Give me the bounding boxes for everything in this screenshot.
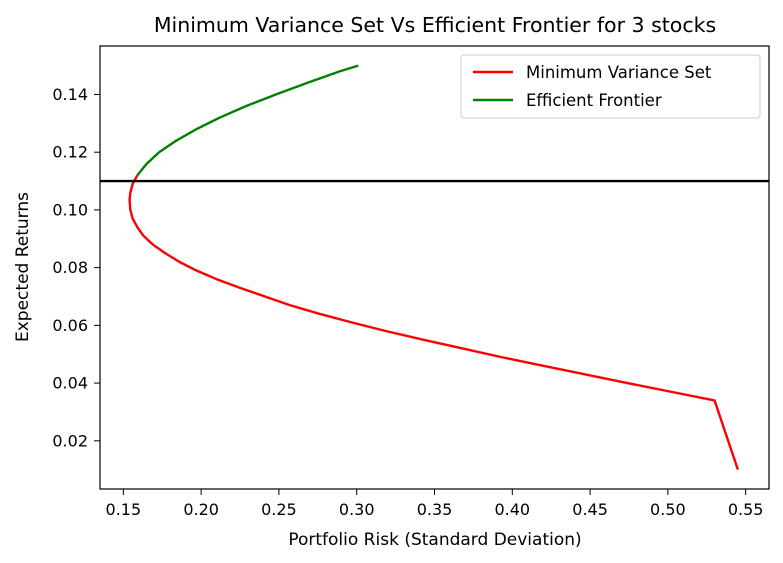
- y-tick-label: 0.06: [52, 316, 88, 335]
- x-tick-label: 0.25: [261, 500, 297, 519]
- series-line-efficient-frontier: [136, 64, 359, 177]
- legend-label-efficient-frontier: Efficient Frontier: [526, 91, 662, 110]
- x-axis-label: Portfolio Risk (Standard Deviation): [288, 530, 581, 550]
- x-tick-label: 0.45: [572, 500, 608, 519]
- y-tick-label: 0.02: [52, 431, 88, 450]
- x-tick-label: 0.20: [183, 500, 219, 519]
- y-axis-label: Expected Returns: [13, 192, 33, 342]
- x-tick-label: 0.30: [339, 500, 375, 519]
- chart-title: Minimum Variance Set Vs Efficient Fronti…: [154, 13, 716, 37]
- legend-label-minimum-variance-set: Minimum Variance Set: [526, 63, 712, 82]
- x-tick-label: 0.35: [417, 500, 453, 519]
- y-tick-label: 0.12: [52, 143, 88, 162]
- y-tick-label: 0.04: [52, 374, 88, 393]
- x-tick-label: 0.40: [494, 500, 530, 519]
- series-layer: [128, 64, 740, 471]
- x-tick-label: 0.50: [650, 500, 686, 519]
- x-tick-label: 0.55: [728, 500, 764, 519]
- y-tick-label: 0.14: [52, 85, 88, 104]
- y-axis-ticks: 0.02 0.04 0.06 0.08 0.10 0.12 0.14: [52, 85, 100, 450]
- y-tick-label: 0.10: [52, 200, 88, 219]
- series-line-minimum-variance-set: [128, 174, 740, 471]
- y-tick-label: 0.08: [52, 258, 88, 277]
- x-axis-ticks: 0.15 0.20 0.25 0.30 0.35 0.40 0.45 0.50 0.55: [106, 489, 764, 519]
- legend: Minimum Variance Set Efficient Frontier: [460, 54, 761, 119]
- x-tick-label: 0.15: [106, 500, 142, 519]
- legend-box: [460, 54, 761, 119]
